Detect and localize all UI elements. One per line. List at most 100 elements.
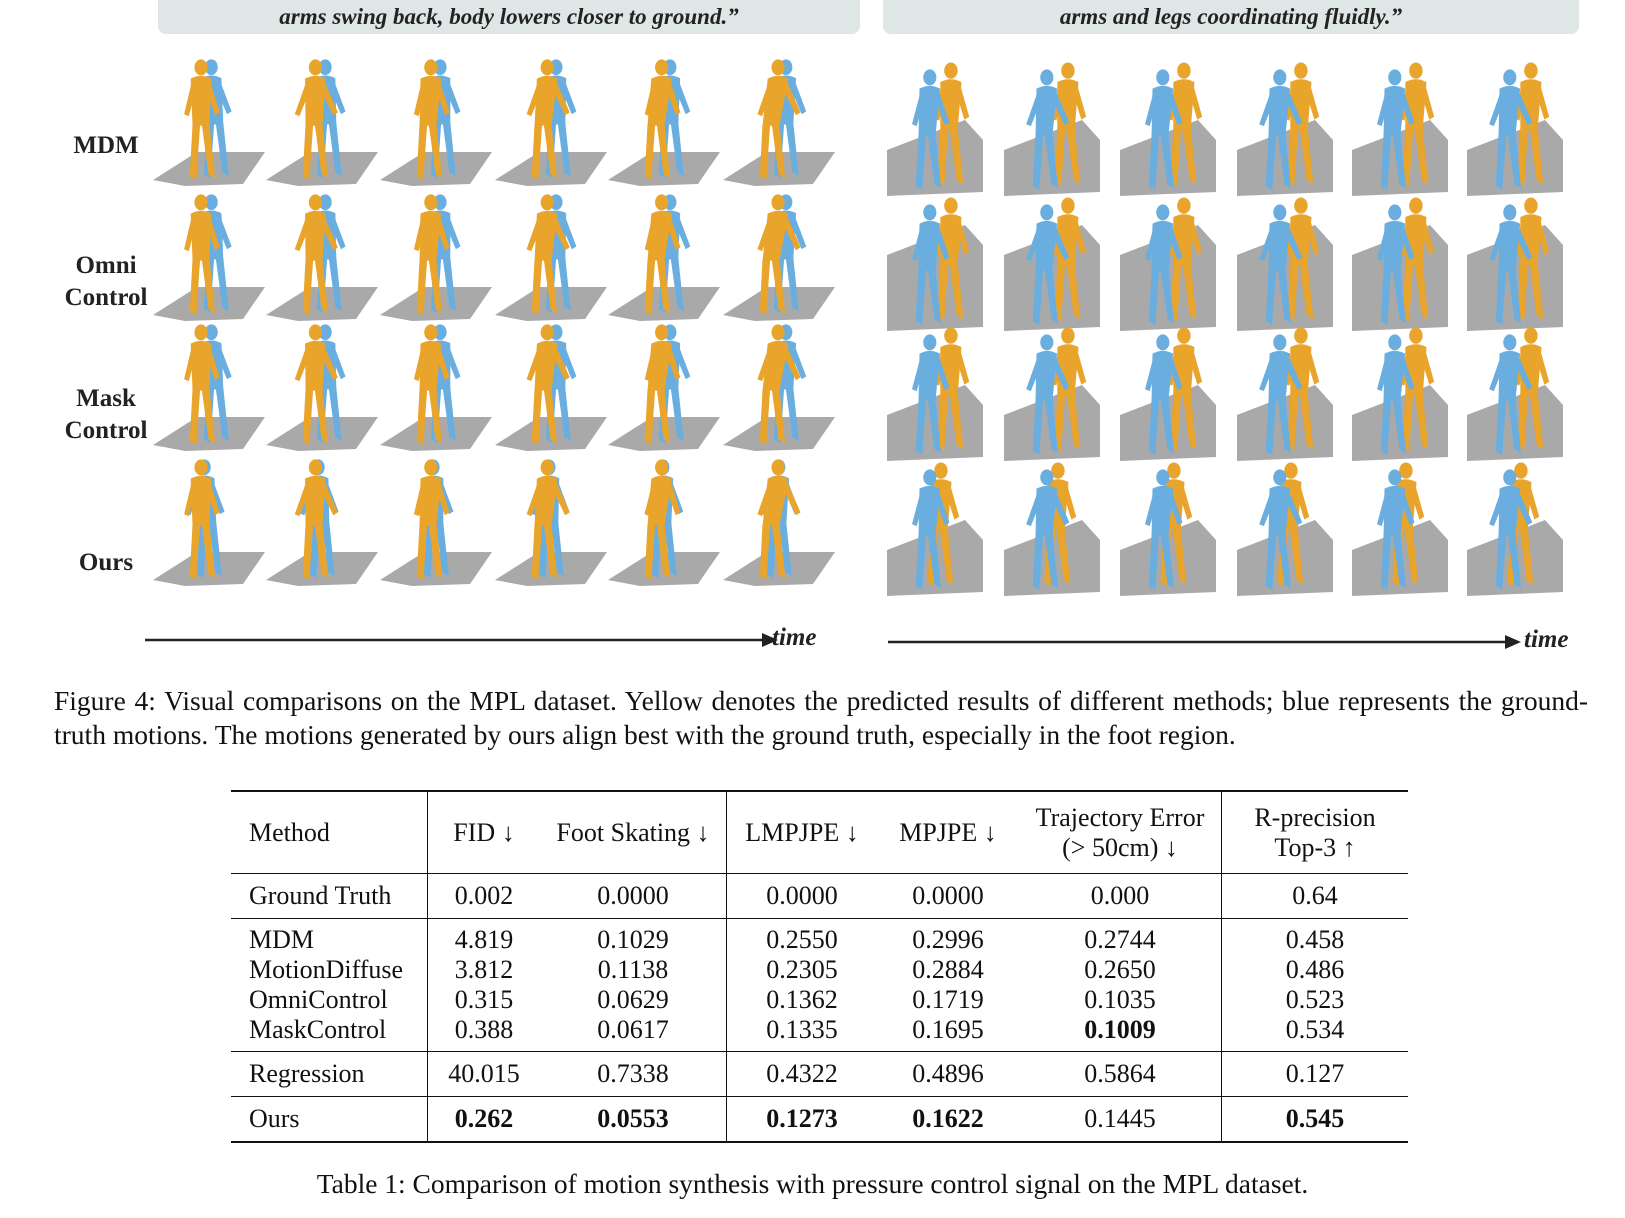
frame-right: [887, 62, 983, 196]
cell-fid: 40.015: [448, 1059, 520, 1088]
frame-left: [495, 324, 607, 451]
ground-truth-body: [1259, 69, 1303, 190]
frame-right: [1352, 62, 1448, 196]
cell-fid: 3.812: [454, 955, 514, 984]
cell-mpjpe-best: 0.1622: [912, 1104, 984, 1133]
prompt-right-banner: arms and legs coordinating fluidly.”: [883, 0, 1579, 34]
cell-lmpjpe: 0.4322: [766, 1059, 838, 1088]
cell-rprec: 0.523: [1285, 985, 1345, 1014]
frame-left: [153, 59, 265, 186]
predicted-body: [413, 194, 450, 315]
frame-left: [380, 59, 492, 186]
frame-right: [1120, 62, 1216, 196]
cell-method: MDM: [231, 918, 428, 955]
predicted-body: [526, 194, 570, 315]
frame-right: [887, 197, 983, 331]
predicted-body: [1167, 327, 1203, 451]
predicted-body: [184, 324, 220, 445]
frame-right: [1004, 62, 1100, 196]
row-label-line1: Omni: [75, 252, 137, 279]
cell-rprec: 0.534: [1285, 1015, 1345, 1044]
frame-left: [380, 324, 492, 451]
cell-traj: 0.2744: [1019, 918, 1222, 955]
predicted-body: [644, 59, 681, 180]
ground-truth-body: [911, 204, 950, 325]
results-table-container: Method FID ↓ Foot Skating ↓ LMPJPE ↓ MPJ…: [231, 790, 1408, 1143]
ground-truth-body: [1144, 204, 1183, 325]
predicted-body: [1284, 197, 1320, 321]
predicted-body: [1399, 327, 1435, 451]
cell-method: Ground Truth: [231, 873, 428, 919]
frame-left: [266, 324, 378, 451]
cell-foot: 0.0617: [540, 1015, 727, 1052]
cell-lmpjpe: 0.0000: [766, 881, 838, 910]
motion-comparison-grid: [145, 59, 1563, 649]
prompt-left-text: arms swing back, body lowers closer to g…: [279, 4, 739, 29]
ground-truth-body: [1376, 334, 1415, 455]
frame-left: [723, 59, 835, 186]
frame-right: [1004, 327, 1100, 461]
table-row-regression: Regression 40.015 0.7338 0.4322 0.4896 0…: [231, 1051, 1408, 1097]
predicted-body: [413, 324, 450, 445]
predicted-body: [413, 59, 450, 180]
header-rprec-line2: Top-3 ↑: [1274, 832, 1356, 862]
ground-truth-body: [1489, 334, 1533, 455]
table-row-ground-truth: Ground Truth 0.002 0.0000 0.0000 0.0000 …: [231, 873, 1408, 919]
predicted-body: [644, 324, 681, 445]
frame-left: [608, 459, 720, 586]
cell-rprec: 0.127: [1285, 1059, 1345, 1088]
predicted-body: [757, 59, 801, 180]
cell-method: Regression: [231, 1051, 428, 1097]
cell-mpjpe: 0.1719: [912, 985, 984, 1014]
ground-truth-body: [1489, 204, 1533, 325]
cell-fid-best: 0.262: [454, 1104, 514, 1133]
cell-fid: 0.002: [454, 881, 514, 910]
cell-rprec: 0.64: [1292, 881, 1338, 910]
prompt-right-text: arms and legs coordinating fluidly.”: [1059, 4, 1403, 29]
ground-truth-body: [1489, 469, 1533, 590]
header-r-precision: R-precision Top-3 ↑: [1222, 791, 1409, 874]
cell-traj: 0.5864: [1019, 1051, 1222, 1097]
header-trajectory-error: Trajectory Error (> 50cm) ↓: [1019, 791, 1222, 874]
header-fid: FID ↓: [453, 817, 515, 847]
frame-right: [1237, 62, 1333, 196]
frame-right: [1237, 462, 1333, 596]
row-label-line2: Control: [64, 284, 148, 311]
predicted-body: [184, 59, 220, 180]
frame-left: [380, 459, 492, 586]
predicted-body: [1051, 197, 1087, 321]
cell-lmpjpe: 0.2550: [766, 925, 838, 954]
table-row-mdm: MDM 4.819 0.1029 0.2550 0.2996 0.2744 0.…: [231, 918, 1408, 955]
cell-foot: 0.7338: [540, 1051, 727, 1097]
header-method: Method: [231, 791, 428, 874]
predicted-body: [526, 59, 570, 180]
cell-mpjpe: 0.2996: [912, 925, 984, 954]
frame-right: [1467, 462, 1563, 596]
table-caption: Table 1: Comparison of motion synthesis …: [316, 1168, 1309, 1199]
time-arrowhead-right: [1505, 635, 1521, 649]
frame-right: [1352, 462, 1448, 596]
predicted-body: [1284, 327, 1320, 451]
cell-lmpjpe: 0.2305: [766, 955, 838, 984]
ground-truth-body: [1376, 204, 1415, 325]
cell-traj: 0.2650: [1019, 955, 1222, 985]
cell-traj-best: 0.1009: [1019, 1015, 1222, 1052]
predicted-body: [934, 327, 970, 451]
predicted-body: [294, 59, 338, 180]
frame-left: [380, 194, 492, 321]
ground-truth-body: [1259, 469, 1303, 590]
predicted-body: [294, 194, 338, 315]
ground-truth-body: [1489, 69, 1533, 190]
frame-right: [1467, 197, 1563, 331]
ground-truth-body: [1026, 469, 1070, 590]
cell-method: MotionDiffuse: [231, 955, 428, 985]
frame-right: [1237, 327, 1333, 461]
frame-right: [887, 462, 983, 596]
row-label-maskcontrol: Mask Control: [40, 383, 172, 447]
frame-left: [266, 59, 378, 186]
predicted-body: [757, 194, 801, 315]
results-table: Method FID ↓ Foot Skating ↓ LMPJPE ↓ MPJ…: [231, 790, 1408, 1143]
ground-truth-body: [1376, 69, 1415, 190]
predicted-body: [757, 459, 801, 580]
header-foot-skating: Foot Skating ↓: [540, 791, 727, 874]
